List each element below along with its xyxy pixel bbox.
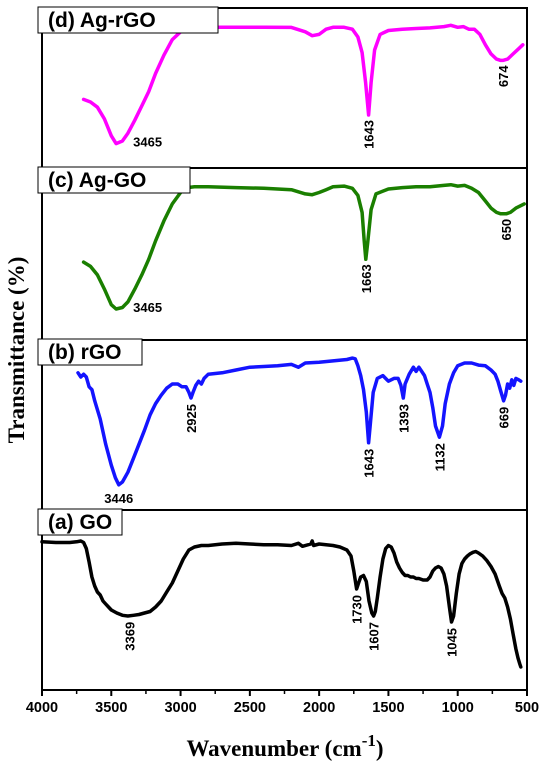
peak-label-c-650: 650 — [499, 219, 514, 241]
panel-d-title-box — [37, 6, 219, 34]
peak-label-b-3446: 3446 — [104, 491, 133, 506]
x-axis-label-text: Wavenumber (cm — [186, 736, 361, 761]
series-line-c — [81, 182, 526, 311]
panel-a-title-box — [37, 508, 123, 536]
peak-label-b-1393: 1393 — [396, 404, 411, 433]
panel-a-title: (a) GO — [48, 511, 112, 534]
y-axis-label: Transmittance (%) — [4, 257, 29, 444]
panel-b: 3446 2925 1643 1393 1132 669 (b) rGO — [37, 338, 528, 511]
series-line-d — [81, 23, 525, 146]
x-axis: 4000 3500 3000 2500 2000 1500 1000 500 — [26, 689, 539, 716]
peak-label-c-1663: 1663 — [359, 264, 374, 293]
x-tick-label-1500: 1500 — [372, 700, 404, 716]
x-tick-label-2000: 2000 — [303, 700, 335, 716]
x-tick-label-3500: 3500 — [95, 700, 127, 716]
peak-label-d-1643: 1643 — [362, 120, 377, 149]
x-tick-label-500: 500 — [515, 700, 539, 716]
x-axis-label-superscript: -1 — [362, 731, 376, 750]
series-line-a — [40, 539, 523, 669]
peak-label-a-1607: 1607 — [367, 622, 382, 651]
panel-b-title-box — [37, 338, 143, 366]
panel-c-title-box — [37, 166, 191, 194]
series-line-b — [76, 356, 523, 487]
x-tick-label-4000: 4000 — [26, 700, 58, 716]
panel-b-title: (b) rGO — [48, 341, 122, 364]
x-axis-label-close: ) — [376, 736, 384, 761]
panel-d: 3465 1643 674 (d) Ag-rGO — [37, 6, 528, 169]
peak-label-c-3465: 3465 — [133, 300, 162, 315]
panel-c-title: (c) Ag-GO — [48, 169, 146, 192]
panel-c: 3465 1663 650 (c) Ag-GO — [37, 166, 528, 341]
peak-label-d-3465: 3465 — [133, 135, 162, 150]
peak-label-a-3369: 3369 — [122, 622, 137, 651]
x-tick-label-1000: 1000 — [442, 700, 474, 716]
x-tick-label-3000: 3000 — [164, 700, 196, 716]
x-axis-label: Wavenumber (cm-1) — [186, 731, 383, 761]
peak-label-b-669: 669 — [497, 407, 512, 429]
panel-d-title: (d) Ag-rGO — [48, 9, 156, 32]
x-tick-label-2500: 2500 — [234, 700, 266, 716]
peak-label-a-1730: 1730 — [350, 595, 365, 624]
panel-c-frame — [41, 167, 528, 341]
peak-label-b-1132: 1132 — [432, 443, 447, 471]
peak-label-b-1643: 1643 — [362, 449, 377, 478]
peak-label-b-2925: 2925 — [184, 404, 199, 433]
stacked-panels: 3465 1643 674 (d) Ag-rGO 3465 1663 650 (c) Ag-G… — [37, 6, 528, 691]
peak-label-d-674: 674 — [496, 65, 511, 87]
peak-label-a-1045: 1045 — [444, 628, 459, 657]
